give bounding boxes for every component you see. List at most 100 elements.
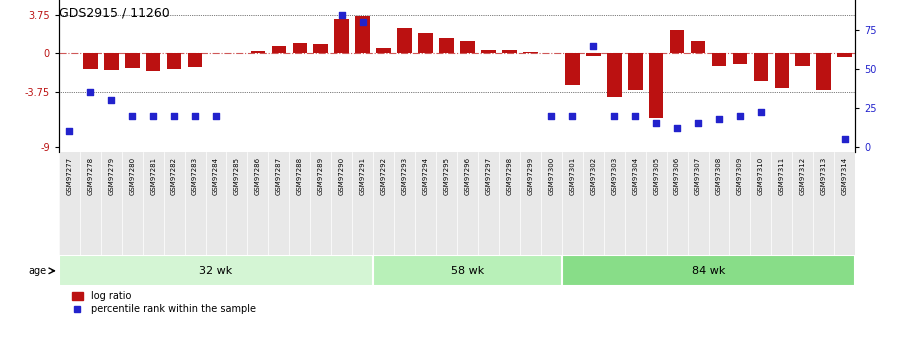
Point: [586, 43, 601, 48]
Point: [607, 113, 622, 118]
Text: GSM97311: GSM97311: [779, 157, 785, 195]
Bar: [795, 53, 810, 66]
Point: [125, 113, 139, 118]
Text: GSM97314: GSM97314: [842, 157, 848, 195]
Point: [83, 89, 98, 95]
Bar: [125, 53, 139, 68]
Bar: [733, 53, 748, 64]
Text: GSM97303: GSM97303: [611, 157, 617, 195]
Text: GSM97286: GSM97286: [255, 157, 261, 195]
Point: [544, 113, 558, 118]
Text: GSM97309: GSM97309: [737, 157, 743, 195]
Bar: [523, 52, 538, 53]
Point: [188, 113, 203, 118]
Point: [146, 113, 160, 118]
Bar: [628, 53, 643, 90]
Bar: [565, 53, 579, 85]
Bar: [397, 28, 412, 53]
Bar: [754, 53, 768, 81]
Bar: [711, 53, 727, 66]
Text: GSM97297: GSM97297: [485, 157, 491, 195]
Bar: [816, 53, 831, 90]
Point: [565, 113, 579, 118]
Bar: [167, 53, 181, 69]
Text: GSM97284: GSM97284: [213, 157, 219, 195]
Text: GSM97300: GSM97300: [548, 157, 555, 195]
Text: GSM97288: GSM97288: [297, 157, 303, 195]
Text: GSM97289: GSM97289: [318, 157, 324, 195]
Text: GSM97299: GSM97299: [528, 157, 533, 195]
Text: GSM97285: GSM97285: [234, 157, 240, 195]
Point: [837, 136, 852, 141]
Point: [733, 113, 748, 118]
Bar: [562, 255, 855, 286]
Bar: [502, 50, 517, 53]
Bar: [313, 44, 329, 53]
Legend: log ratio, percentile rank within the sample: log ratio, percentile rank within the sa…: [71, 291, 256, 314]
Bar: [292, 43, 307, 53]
Text: GSM97312: GSM97312: [800, 157, 805, 195]
Bar: [146, 53, 160, 71]
Bar: [83, 53, 98, 69]
Text: GSM97280: GSM97280: [129, 157, 135, 195]
Text: GSM97279: GSM97279: [109, 157, 114, 195]
Point: [62, 128, 77, 134]
Text: GDS2915 / 11260: GDS2915 / 11260: [59, 7, 169, 20]
Text: GSM97313: GSM97313: [821, 157, 827, 195]
Text: 32 wk: 32 wk: [199, 266, 233, 276]
Text: GSM97290: GSM97290: [338, 157, 345, 195]
Text: GSM97304: GSM97304: [633, 157, 638, 195]
Bar: [775, 53, 789, 88]
Bar: [187, 53, 203, 67]
Text: GSM97287: GSM97287: [276, 157, 281, 195]
Point: [691, 120, 705, 126]
Text: GSM97291: GSM97291: [359, 157, 366, 195]
Point: [711, 116, 726, 121]
Point: [104, 97, 119, 103]
Text: GSM97301: GSM97301: [569, 157, 576, 195]
Bar: [607, 53, 622, 97]
Bar: [649, 53, 663, 118]
Bar: [481, 50, 496, 53]
Point: [670, 125, 684, 131]
Text: GSM97294: GSM97294: [423, 157, 429, 195]
Point: [754, 110, 768, 115]
Text: GSM97302: GSM97302: [590, 157, 596, 195]
Text: 84 wk: 84 wk: [691, 266, 725, 276]
Bar: [335, 19, 349, 53]
Text: GSM97296: GSM97296: [464, 157, 471, 195]
Text: GSM97310: GSM97310: [757, 157, 764, 195]
Bar: [837, 53, 853, 57]
Text: GSM97298: GSM97298: [507, 157, 512, 195]
Text: GSM97282: GSM97282: [171, 157, 177, 195]
Text: GSM97283: GSM97283: [192, 157, 198, 195]
Text: GSM97308: GSM97308: [716, 157, 722, 195]
Bar: [670, 30, 684, 53]
Text: GSM97292: GSM97292: [381, 157, 386, 195]
Bar: [418, 33, 433, 53]
Bar: [376, 48, 391, 53]
Text: age: age: [29, 266, 47, 276]
Bar: [272, 46, 286, 53]
Text: GSM97305: GSM97305: [653, 157, 659, 195]
Bar: [439, 38, 454, 53]
Text: 58 wk: 58 wk: [451, 266, 484, 276]
Text: GSM97295: GSM97295: [443, 157, 450, 195]
Bar: [59, 255, 373, 286]
Text: GSM97281: GSM97281: [150, 157, 157, 195]
Bar: [373, 255, 562, 286]
Text: GSM97278: GSM97278: [87, 157, 93, 195]
Bar: [691, 41, 705, 53]
Text: GSM97306: GSM97306: [674, 157, 680, 195]
Bar: [586, 53, 601, 56]
Bar: [104, 53, 119, 70]
Point: [167, 113, 181, 118]
Point: [356, 20, 370, 25]
Text: GSM97307: GSM97307: [695, 157, 701, 195]
Point: [649, 120, 663, 126]
Bar: [460, 41, 475, 53]
Text: GSM97277: GSM97277: [66, 157, 72, 195]
Bar: [251, 51, 265, 53]
Text: GSM97293: GSM97293: [402, 157, 407, 195]
Point: [209, 113, 224, 118]
